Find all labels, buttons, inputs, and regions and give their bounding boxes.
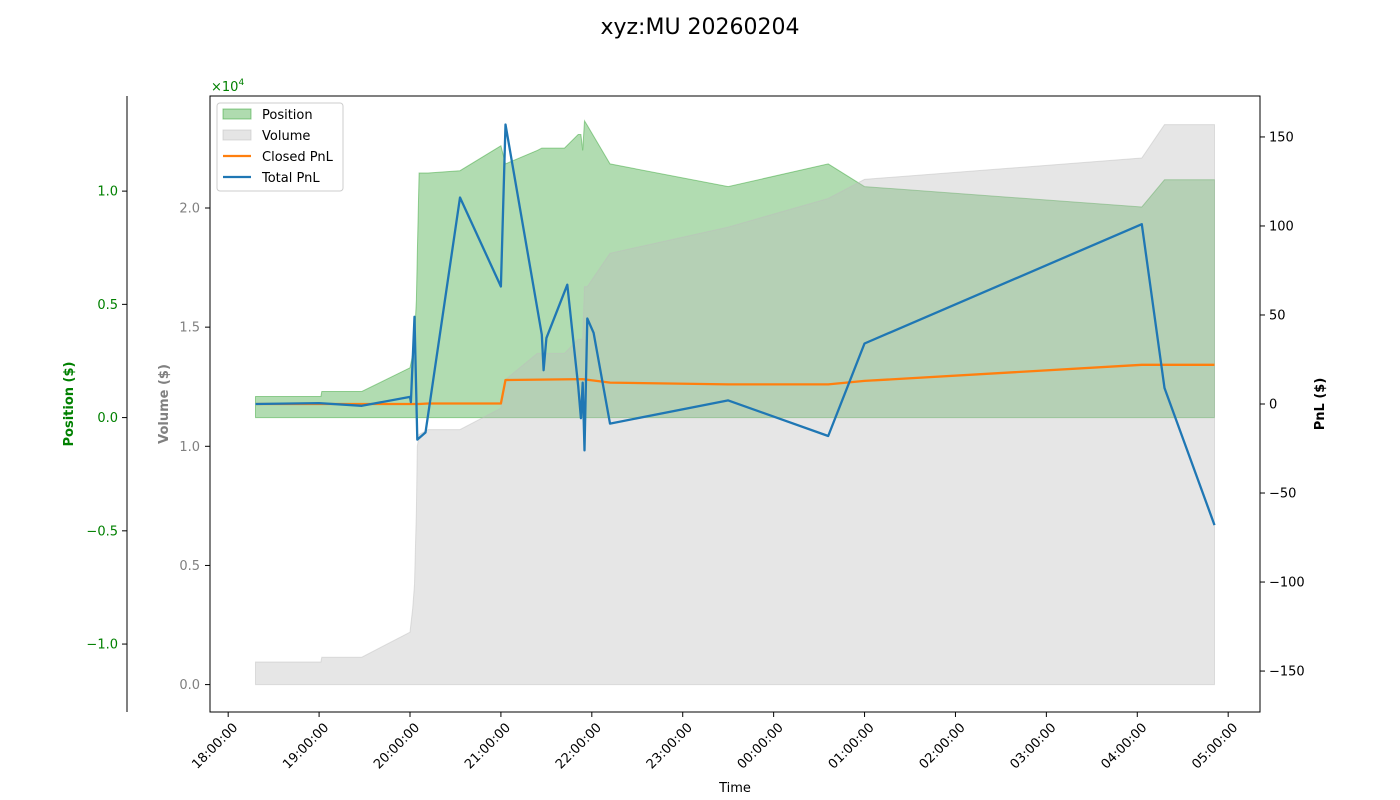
- legend-label-total-pnl: Total PnL: [261, 171, 320, 186]
- position-axis: −1.0 −0.5 0.0 0.5 1.0: [86, 96, 128, 712]
- pnl-tick-label: −100: [1269, 576, 1305, 591]
- pnl-axis: −150 −100 −50 0 50 100 150: [1260, 130, 1305, 680]
- position-axis-label: Position ($): [62, 362, 77, 447]
- pnl-tick-label: 100: [1269, 219, 1294, 234]
- x-tick-label: 20:00:00: [371, 720, 423, 772]
- x-tick-label: 19:00:00: [280, 720, 332, 772]
- chart-title: xyz:MU 20260204: [600, 15, 799, 40]
- multiplier-base: ×10: [211, 80, 238, 95]
- volume-tick-label: 1.5: [179, 321, 200, 336]
- series-line-closed-pnl: [255, 363, 1215, 406]
- volume-tick-label: 0.0: [179, 678, 200, 693]
- volume-tick-label: 2.0: [179, 202, 200, 217]
- x-tick-label: 00:00:00: [735, 720, 787, 772]
- position-axis-multiplier: ×104: [211, 78, 244, 95]
- multiplier-exponent: 4: [238, 78, 244, 88]
- volume-area-layer: [255, 124, 1215, 686]
- pnl-tick-label: −150: [1269, 665, 1305, 680]
- x-tick-label: 05:00:00: [1189, 720, 1241, 772]
- position-tick-label: −1.0: [86, 638, 118, 653]
- legend-label-closed-pnl: Closed PnL: [262, 150, 334, 165]
- legend-swatch-volume: [222, 129, 252, 141]
- x-tick-label: 01:00:00: [826, 720, 878, 772]
- x-tick-label: 03:00:00: [1008, 720, 1060, 772]
- position-area-layer: [255, 119, 1215, 419]
- x-tick-label: 04:00:00: [1098, 720, 1150, 772]
- series-area-volume: [255, 124, 1215, 686]
- x-tick-label: 18:00:00: [189, 720, 241, 772]
- position-tick-label: −0.5: [86, 524, 118, 539]
- x-axis: 18:00:00 19:00:00 20:00:00 21:00:00 22:00:00…: [189, 712, 1241, 772]
- x-tick-label: 21:00:00: [462, 720, 514, 772]
- pnl-tick-label: 150: [1269, 130, 1294, 145]
- series-line-total-pnl: [255, 123, 1216, 526]
- volume-tick-label: 0.5: [179, 559, 200, 574]
- position-tick-label: 1.0: [97, 185, 118, 200]
- x-tick-label: 22:00:00: [553, 720, 605, 772]
- volume-axis: 0.0 0.5 1.0 1.5 2.0: [179, 202, 210, 693]
- pnl-line-layer: [255, 123, 1216, 526]
- x-tick-label: 02:00:00: [917, 720, 969, 772]
- volume-axis-label: Volume ($): [157, 364, 172, 444]
- position-tick-label: 0.5: [97, 298, 118, 313]
- pnl-tick-label: −50: [1269, 487, 1296, 502]
- legend-label-position: Position: [262, 108, 313, 123]
- svg-text:×104: ×104: [211, 78, 244, 95]
- pnl-tick-label: 50: [1269, 308, 1286, 323]
- legend-box: [216, 102, 344, 192]
- pnl-tick-label: 0: [1269, 398, 1277, 413]
- x-axis-label: Time: [718, 781, 751, 796]
- legend: Position Volume Closed PnL Total PnL: [216, 102, 344, 192]
- volume-tick-label: 1.0: [179, 440, 200, 455]
- series-area-position: [255, 119, 1215, 419]
- pnl-axis-label: PnL ($): [1313, 378, 1328, 431]
- position-tick-label: 0.0: [97, 411, 118, 426]
- x-tick-label: 23:00:00: [644, 720, 696, 772]
- legend-swatch-position: [222, 108, 252, 120]
- legend-label-volume: Volume: [262, 129, 310, 144]
